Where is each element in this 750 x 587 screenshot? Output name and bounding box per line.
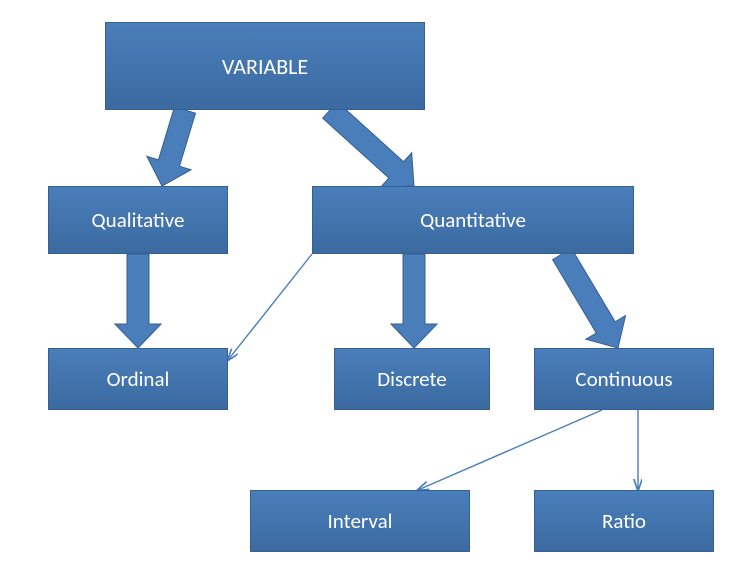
thin-arrow — [418, 410, 602, 490]
node-label-quantitative: Quantitative — [420, 207, 526, 233]
node-label-qualitative: Qualitative — [92, 207, 185, 233]
node-quantitative: Quantitative — [312, 186, 634, 254]
node-continuous: Continuous — [534, 348, 714, 410]
node-label-interval: Interval — [328, 508, 393, 534]
block-arrow — [323, 102, 414, 187]
block-arrow — [391, 254, 437, 348]
block-arrow — [115, 254, 161, 348]
node-qualitative: Qualitative — [48, 186, 228, 254]
block-arrow — [147, 107, 196, 186]
node-ratio: Ratio — [534, 490, 714, 552]
thin-arrow — [228, 254, 312, 360]
node-label-discrete: Discrete — [377, 366, 446, 392]
node-variable: VARIABLE — [105, 22, 425, 110]
node-label-continuous: Continuous — [575, 366, 672, 392]
node-label-ordinal: Ordinal — [107, 366, 170, 392]
block-arrow — [553, 248, 626, 348]
node-discrete: Discrete — [334, 348, 490, 410]
node-label-ratio: Ratio — [602, 508, 646, 534]
node-ordinal: Ordinal — [48, 348, 228, 410]
node-label-variable: VARIABLE — [222, 53, 308, 80]
node-interval: Interval — [250, 490, 470, 552]
